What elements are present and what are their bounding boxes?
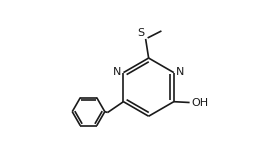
Text: S: S bbox=[138, 28, 145, 38]
Text: N: N bbox=[176, 67, 184, 77]
Text: N: N bbox=[113, 67, 121, 77]
Text: OH: OH bbox=[191, 98, 208, 108]
